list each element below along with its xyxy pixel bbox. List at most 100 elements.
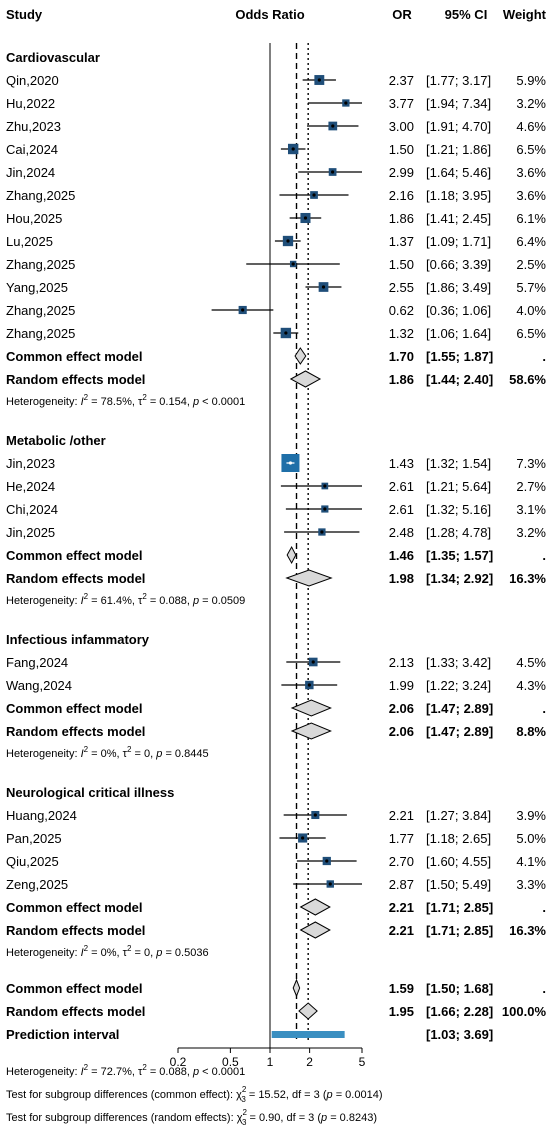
or-value: 2.37 <box>389 73 414 88</box>
weight-value: 4.3% <box>516 678 546 693</box>
point-estimate <box>288 461 293 465</box>
ci-value: [1.21; 1.86] <box>426 142 491 157</box>
random-effect-label: Random effects model <box>6 923 145 938</box>
or-value: 1.86 <box>389 372 414 387</box>
or-value: 2.48 <box>389 525 414 540</box>
or-value: 2.61 <box>389 479 414 494</box>
subgroup-label: Cardiovascular <box>6 50 100 65</box>
or-value: 1.59 <box>389 981 414 996</box>
or-value: 2.06 <box>389 701 414 716</box>
ci-value: [1.47; 2.89] <box>426 724 493 739</box>
ci-value: [1.32; 5.16] <box>426 502 491 517</box>
weight-value: 100.0% <box>502 1004 547 1019</box>
or-value: 1.46 <box>389 548 414 563</box>
point-estimate <box>321 285 326 289</box>
or-value: 2.99 <box>389 165 414 180</box>
ci-value: [1.71; 2.85] <box>426 900 493 915</box>
or-value: 0.62 <box>389 303 414 318</box>
or-value: 2.16 <box>389 188 414 203</box>
ci-value: [1.28; 4.78] <box>426 525 491 540</box>
header-study: Study <box>6 7 43 22</box>
or-value: 1.37 <box>389 234 414 249</box>
header-ci: 95% CI <box>445 7 488 22</box>
ci-value: [1.18; 2.65] <box>426 831 491 846</box>
random-effect-label: Random effects model <box>6 1004 145 1019</box>
or-value: 2.70 <box>389 854 414 869</box>
x-tick-label: 0.5 <box>222 1055 239 1069</box>
study-label: Fang,2024 <box>6 655 68 670</box>
or-value: 2.55 <box>389 280 414 295</box>
x-tick-label: 1 <box>267 1055 274 1069</box>
study-label: Zhang,2025 <box>6 326 75 341</box>
or-value: 2.21 <box>389 808 414 823</box>
or-value: 1.98 <box>389 571 414 586</box>
or-value: 1.50 <box>389 257 414 272</box>
ci-value: [0.66; 3.39] <box>426 257 491 272</box>
study-label: Qiu,2025 <box>6 854 59 869</box>
or-value: 3.77 <box>389 96 414 111</box>
point-estimate <box>325 859 329 863</box>
weight-value: 16.3% <box>509 923 546 938</box>
ci-value: [1.94; 7.34] <box>426 96 491 111</box>
ci-value: [1.44; 2.40] <box>426 372 493 387</box>
point-estimate <box>241 308 245 312</box>
random-effect-diamond <box>298 1002 318 1020</box>
common-effect-diamond <box>292 978 301 998</box>
study-label: Zeng,2025 <box>6 877 68 892</box>
weight-value: . <box>542 701 546 716</box>
ci-value: [1.21; 5.64] <box>426 479 491 494</box>
study-label: Hu,2022 <box>6 96 55 111</box>
common-effect-label: Common effect model <box>6 548 143 563</box>
weight-value: 3.2% <box>516 96 546 111</box>
ci-value: [1.09; 1.71] <box>426 234 491 249</box>
weight-value: 5.9% <box>516 73 546 88</box>
study-label: Cai,2024 <box>6 142 58 157</box>
point-estimate <box>331 124 335 128</box>
weight-value: 16.3% <box>509 571 546 586</box>
random-effect-diamond <box>285 569 333 587</box>
or-value: 2.87 <box>389 877 414 892</box>
header-or: OR <box>392 7 412 22</box>
subgroup-label: Metabolic /other <box>6 433 106 448</box>
study-label: Chi,2024 <box>6 502 58 517</box>
ci-value: [1.22; 3.24] <box>426 678 491 693</box>
common-effect-diamond <box>290 699 332 717</box>
point-estimate <box>291 147 295 151</box>
weight-value: 4.5% <box>516 655 546 670</box>
or-value: 2.61 <box>389 502 414 517</box>
study-label: Jin,2024 <box>6 165 55 180</box>
study-label: He,2024 <box>6 479 55 494</box>
common-effect-label: Common effect model <box>6 701 143 716</box>
ci-value: [1.66; 2.28] <box>426 1004 493 1019</box>
ci-value: [1.71; 2.85] <box>426 923 493 938</box>
weight-value: . <box>542 548 546 563</box>
point-estimate <box>320 530 324 534</box>
study-label: Pan,2025 <box>6 831 62 846</box>
study-label: Yang,2025 <box>6 280 68 295</box>
ci-value: [1.50; 5.49] <box>426 877 491 892</box>
weight-value: 2.7% <box>516 479 546 494</box>
point-estimate <box>313 813 317 817</box>
header-odds-ratio: Odds Ratio <box>235 7 304 22</box>
point-estimate <box>323 484 327 488</box>
study-label: Qin,2020 <box>6 73 59 88</box>
weight-value: . <box>542 981 546 996</box>
ci-value: [1.64; 5.46] <box>426 165 491 180</box>
random-effect-label: Random effects model <box>6 571 145 586</box>
ci-value: [1.34; 2.92] <box>426 571 493 586</box>
weight-value: 7.3% <box>516 456 546 471</box>
common-effect-label: Common effect model <box>6 981 143 996</box>
or-value: 2.21 <box>389 900 414 915</box>
weight-value: 8.8% <box>516 724 546 739</box>
random-effect-label: Random effects model <box>6 724 145 739</box>
weight-value: . <box>542 349 546 364</box>
or-value: 3.00 <box>389 119 414 134</box>
or-value: 1.95 <box>389 1004 414 1019</box>
x-tick-label: 0.2 <box>170 1055 187 1069</box>
study-label: Wang,2024 <box>6 678 72 693</box>
ci-value: [0.36; 1.06] <box>426 303 491 318</box>
point-estimate <box>331 170 335 174</box>
common-effect-diamond <box>294 347 307 365</box>
point-estimate <box>311 660 315 664</box>
weight-value: 3.6% <box>516 188 546 203</box>
